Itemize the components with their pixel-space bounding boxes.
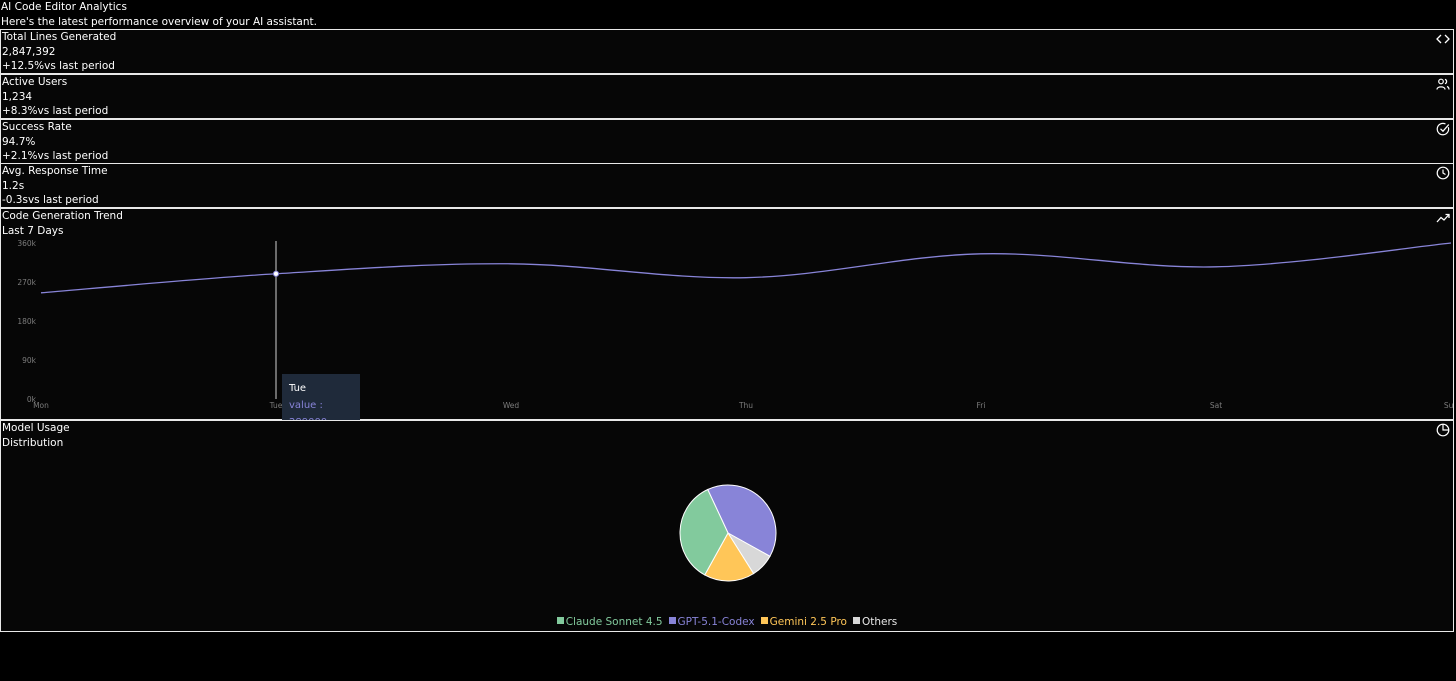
- stat-change: +8.3%vs last period: [2, 105, 109, 117]
- y-tick-label: 360k: [17, 239, 36, 248]
- users-icon: [1436, 77, 1450, 91]
- legend-item[interactable]: Claude Sonnet 4.5: [556, 616, 663, 628]
- active-data-point[interactable]: [272, 270, 280, 277]
- stat-label: Success Rate: [2, 121, 72, 133]
- legend-item[interactable]: GPT-5.1-Codex: [668, 616, 755, 628]
- stat-value: 2,847,392: [2, 45, 56, 58]
- stat-card-success-rate: Success Rate 94.7% +2.1%vs last period: [0, 119, 1454, 164]
- pie-slice[interactable]: [704, 532, 755, 582]
- legend-swatch: [760, 617, 768, 624]
- stat-card-total-lines: Total Lines Generated 2,847,392 +12.5%vs…: [0, 29, 1454, 74]
- line-chart[interactable]: 0k 90k 180k 270k 360k Mon Tue Wed Thu Fri Sat Sun: [1, 209, 1453, 419]
- legend-swatch: [668, 617, 676, 624]
- chart-subtitle: Last 7 Days: [2, 224, 64, 237]
- pie-slice[interactable]: [679, 488, 729, 576]
- chart-tooltip: Tue value : 289000: [282, 374, 360, 428]
- stat-label: Total Lines Generated: [2, 31, 117, 43]
- stat-value: 1,234: [2, 90, 33, 103]
- legend-swatch: [556, 617, 564, 624]
- chart-legend: Claude Sonnet 4.5 GPT-5.1-Codex Gemini 2.5…: [1, 615, 1453, 630]
- legend-label: Gemini 2.5 Pro: [769, 616, 847, 628]
- stat-value: 94.7%: [2, 135, 36, 148]
- y-tick-label: 0k: [27, 395, 37, 404]
- stat-change: +2.1%vs last period: [2, 150, 109, 162]
- stat-label: Active Users: [2, 76, 68, 88]
- pie-chart-icon: [1436, 423, 1450, 437]
- legend-item[interactable]: Others: [852, 616, 898, 628]
- x-tick-label: Mon: [33, 401, 49, 410]
- x-tick-label: Sat: [1210, 401, 1222, 410]
- page-header: AI Code Editor Analytics Here's the late…: [1, 0, 317, 29]
- pie-slice[interactable]: [707, 484, 777, 557]
- x-tick-label: Sun: [1444, 401, 1453, 410]
- legend-label: Others: [861, 616, 898, 628]
- stat-label: Avg. Response Time: [2, 165, 108, 177]
- trend-chart-card: Code Generation Trend Last 7 Days 0k 90k 1…: [0, 208, 1454, 428]
- tooltip-label: Tue: [289, 383, 307, 394]
- page-title: AI Code Editor Analytics: [1, 1, 127, 13]
- legend-label: GPT-5.1-Codex: [677, 616, 755, 628]
- model-usage-card: Model Usage Distribution Claude Sonnet 4…: [0, 420, 1454, 632]
- y-tick-label: 90k: [22, 356, 37, 365]
- check-circle-icon: [1436, 122, 1450, 136]
- x-tick-label: Thu: [738, 401, 753, 410]
- trending-up-icon: [1436, 211, 1450, 225]
- chart-subtitle: Distribution: [2, 436, 64, 449]
- code-icon: [1436, 32, 1450, 46]
- x-tick-label: Fri: [977, 401, 986, 410]
- chart-title: Code Generation Trend: [2, 210, 123, 222]
- clock-icon: [1436, 166, 1450, 180]
- stat-value: 1.2s: [2, 179, 25, 192]
- x-tick-label: Tue: [269, 401, 283, 410]
- legend-swatch: [852, 617, 860, 624]
- y-tick-label: 180k: [17, 317, 36, 326]
- stat-card-active-users: Active Users 1,234 +8.3%vs last period: [0, 74, 1454, 119]
- page-subtitle: Here's the latest performance overview o…: [1, 15, 317, 28]
- stat-card-response-time: Avg. Response Time 1.2s -0.3svs last per…: [0, 163, 1454, 208]
- legend-item[interactable]: Gemini 2.5 Pro: [760, 616, 847, 628]
- x-tick-label: Wed: [503, 401, 520, 410]
- chart-title: Model Usage: [2, 422, 70, 434]
- legend-label: Claude Sonnet 4.5: [565, 616, 663, 628]
- pie-chart[interactable]: [1, 421, 1453, 611]
- stat-change: +12.5%vs last period: [2, 60, 115, 72]
- y-tick-label: 270k: [17, 278, 36, 287]
- stat-change: -0.3svs last period: [2, 194, 99, 206]
- series-line: [40, 242, 1452, 294]
